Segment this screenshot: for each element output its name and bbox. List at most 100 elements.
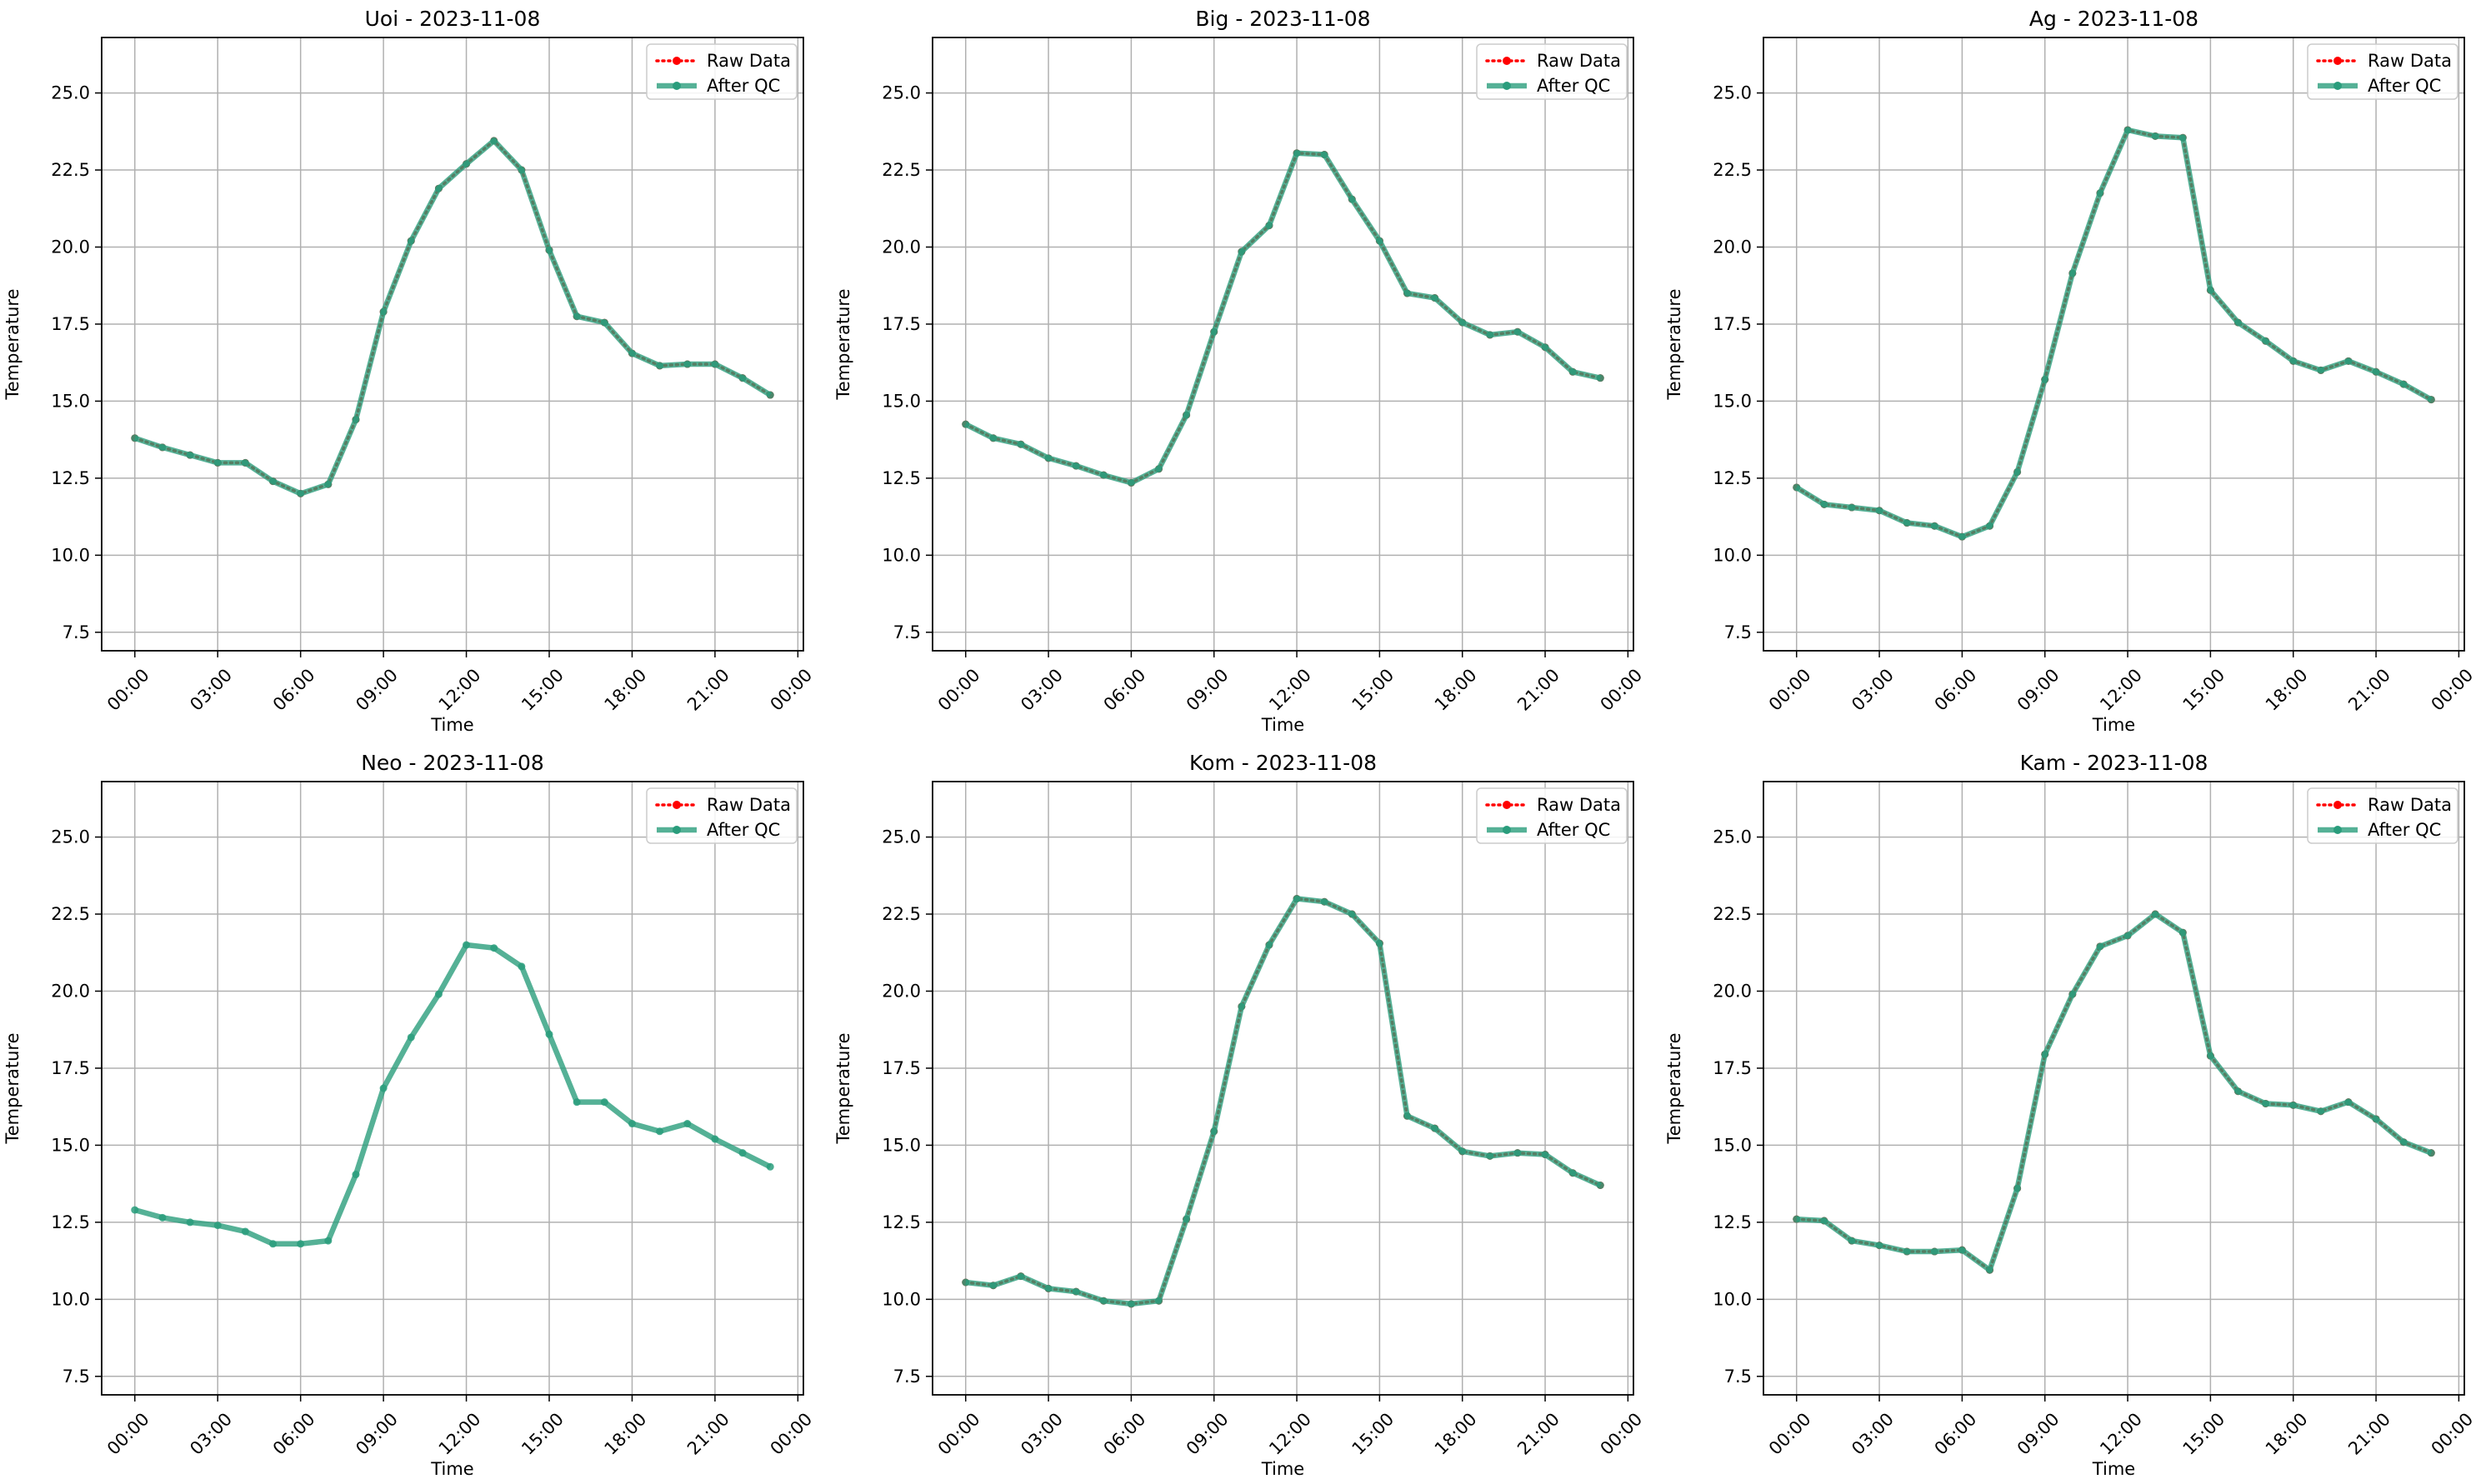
- chart-panel-6: 7.5 10.0 12.5 15.0 17.5 20.0 22.5 25.0 00:00 03:0…: [1664, 751, 2477, 1479]
- after-qc-point: [1848, 1237, 1856, 1245]
- legend-qc-marker: [673, 826, 681, 834]
- after-qc-point: [2206, 286, 2214, 294]
- y-tick-label: 15.0: [882, 391, 921, 411]
- chart-title: Big - 2023-11-08: [1195, 7, 1370, 31]
- after-qc-line: [133, 942, 772, 1247]
- axes-frame: [101, 37, 804, 652]
- y-tick-label: 20.0: [882, 981, 921, 1001]
- x-tick-label: 06:00: [1100, 1409, 1150, 1459]
- after-qc-point: [1486, 1152, 1494, 1160]
- chart-panel-5: 7.5 10.0 12.5 15.0 17.5 20.0 22.5 25.0 00:00 03:0…: [833, 751, 1646, 1479]
- after-qc-point: [628, 349, 636, 357]
- after-qc-point: [962, 420, 970, 428]
- y-tick-label: 20.0: [882, 237, 921, 257]
- y-tick-label: 7.5: [1724, 1367, 1752, 1387]
- chart-title: Uoi - 2023-11-08: [365, 7, 541, 31]
- legend-raw-marker: [1503, 801, 1511, 809]
- y-tick-label: 25.0: [1713, 83, 1752, 103]
- y-axis-label: Temperature: [3, 288, 23, 400]
- after-qc-point: [518, 962, 526, 971]
- after-qc-point: [158, 1213, 167, 1222]
- y-tick-label: 7.5: [893, 1367, 921, 1387]
- y-tick-label: 10.0: [1713, 545, 1752, 565]
- after-qc-point: [1293, 149, 1301, 157]
- after-qc-point: [2233, 318, 2242, 327]
- after-qc-point: [1210, 1127, 1218, 1136]
- after-qc-point: [379, 307, 388, 316]
- after-qc-point: [269, 477, 278, 486]
- axes-frame: [932, 37, 1634, 652]
- after-qc-point: [241, 458, 249, 467]
- after-qc-point: [352, 416, 360, 424]
- axes-frame: [1763, 781, 2465, 1396]
- legend-qc-label: After QC: [1537, 820, 1610, 840]
- x-axis-label: Time: [1261, 1459, 1304, 1479]
- after-qc-point: [434, 990, 443, 998]
- after-qc-point: [738, 374, 747, 382]
- after-qc-point: [1017, 440, 1025, 448]
- after-qc-line: [965, 896, 1602, 1307]
- chart-panel-2: 7.5 10.0 12.5 15.0 17.5 20.0 22.5 25.0 00:00 03:0…: [833, 7, 1646, 735]
- after-qc-point: [1403, 289, 1411, 297]
- after-qc-point: [2206, 1052, 2214, 1060]
- x-tick-label: 15:00: [2179, 665, 2229, 715]
- x-tick-label: 12:00: [2096, 1409, 2146, 1459]
- after-qc-point: [1099, 471, 1108, 479]
- legend-raw-label: Raw Data: [1537, 795, 1621, 815]
- x-tick-label: 09:00: [1183, 665, 1233, 715]
- after-qc-point: [2096, 189, 2104, 197]
- after-qc-point: [656, 362, 664, 370]
- after-qc-point: [324, 1237, 333, 1245]
- y-tick-label: 15.0: [51, 391, 90, 411]
- after-qc-point: [711, 1135, 719, 1143]
- after-qc-point: [1375, 237, 1383, 245]
- x-tick-label: 18:00: [601, 665, 651, 715]
- after-qc-point: [1793, 483, 1801, 492]
- after-qc-point: [989, 434, 998, 442]
- after-qc-point: [2372, 1115, 2380, 1123]
- x-tick-label: 03:00: [186, 1409, 236, 1459]
- y-tick-label: 10.0: [882, 1289, 921, 1309]
- legend-raw-marker: [1503, 57, 1511, 65]
- raw-data-line: [1794, 912, 2433, 1273]
- after-qc-point: [1155, 465, 1163, 473]
- x-axis-label: Time: [430, 715, 473, 735]
- after-qc-point: [1513, 1149, 1522, 1157]
- x-tick-label: 15:00: [1348, 1409, 1398, 1459]
- after-qc-point: [1348, 910, 1356, 918]
- after-qc-point: [1458, 1147, 1467, 1156]
- y-tick-label: 15.0: [1713, 1135, 1752, 1155]
- after-qc-point: [2123, 932, 2132, 940]
- y-tick-label: 22.5: [1713, 160, 1752, 180]
- after-qc-point: [131, 434, 139, 442]
- after-qc-point: [1044, 1284, 1053, 1292]
- y-tick-label: 15.0: [51, 1135, 90, 1155]
- after-qc-point: [1375, 939, 1383, 947]
- after-qc-point: [573, 1098, 581, 1107]
- after-qc-point: [2427, 1149, 2435, 1157]
- after-qc-point: [545, 246, 553, 254]
- y-tick-label: 12.5: [51, 1212, 90, 1232]
- legend-qc-marker: [1503, 82, 1511, 90]
- after-qc-point: [1875, 1242, 1883, 1250]
- x-tick-label: 09:00: [2013, 665, 2063, 715]
- legend-raw-marker: [2333, 801, 2342, 809]
- after-qc-point: [2372, 367, 2380, 376]
- after-qc-point: [1903, 1247, 1911, 1256]
- legend: Raw Data After QC: [2307, 43, 2458, 100]
- axes-frame: [1763, 37, 2465, 652]
- after-qc-point: [1986, 1266, 1994, 1274]
- after-qc-point: [1875, 507, 1883, 515]
- x-tick-label: 21:00: [2344, 1409, 2394, 1459]
- after-qc-point: [213, 458, 222, 467]
- after-qc-line: [133, 137, 772, 497]
- after-qc-point: [241, 1227, 249, 1236]
- after-qc-point: [1155, 1297, 1163, 1305]
- after-qc-point: [407, 237, 415, 245]
- after-qc-point: [2068, 990, 2077, 998]
- y-tick-label: 10.0: [882, 545, 921, 565]
- after-qc-point: [269, 1240, 278, 1248]
- legend-qc-label: After QC: [707, 76, 780, 96]
- after-qc-point: [1403, 1112, 1411, 1120]
- axes-frame: [932, 781, 1634, 1396]
